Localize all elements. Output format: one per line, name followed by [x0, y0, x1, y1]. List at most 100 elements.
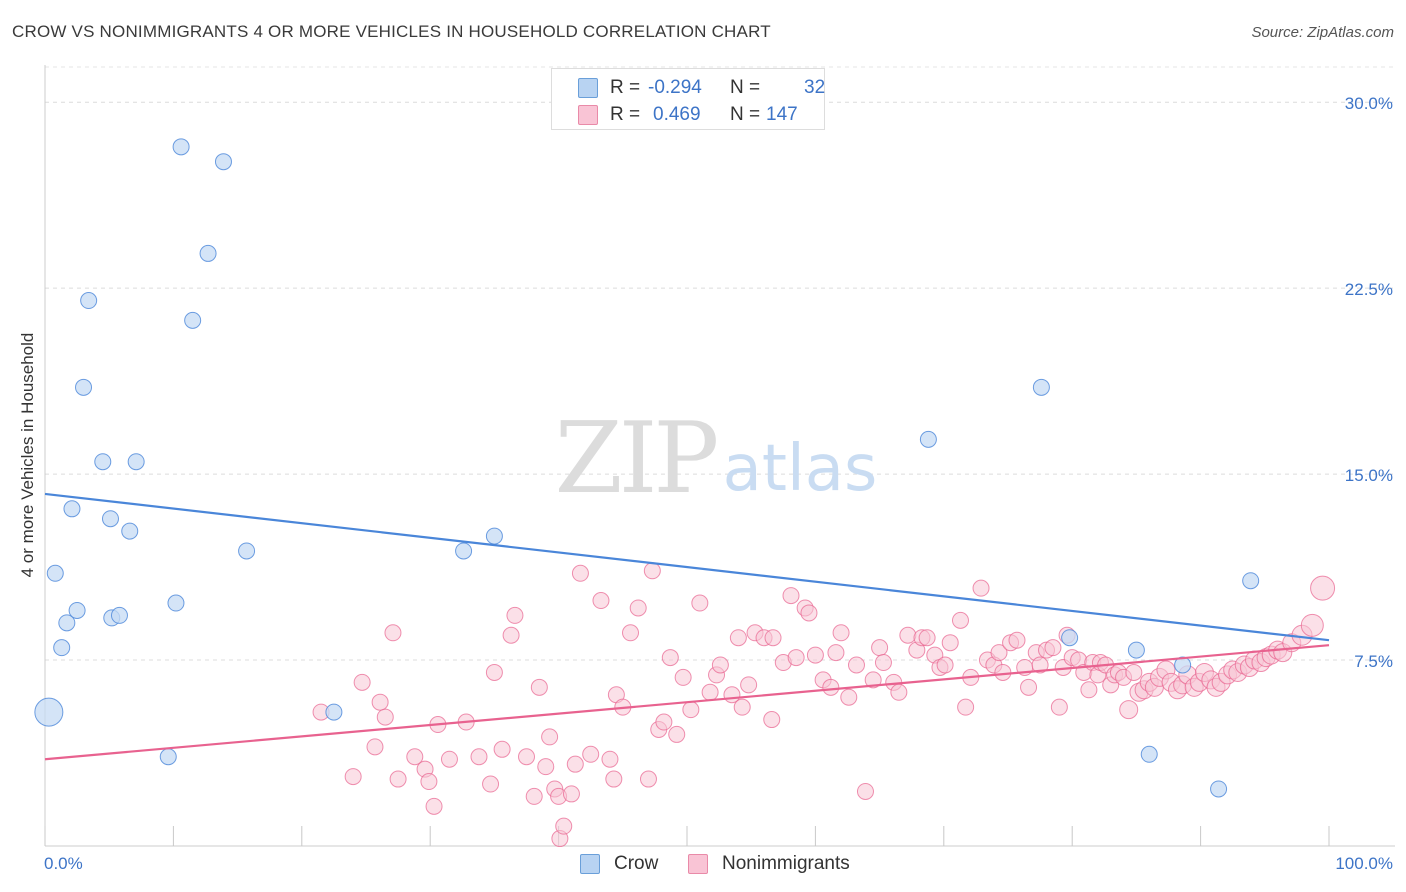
nonimmigrants-swatch [578, 105, 598, 125]
crow-point [1210, 780, 1228, 798]
nonimmigrants-point [856, 782, 874, 800]
nonimmigrants-point [1020, 678, 1038, 696]
nonimmigrants-point [485, 663, 503, 681]
axes [44, 65, 1395, 847]
nonimmigrants-point [639, 770, 657, 788]
nonimmigrants-point [555, 817, 573, 835]
crow-point [58, 614, 76, 632]
crow-point [46, 564, 64, 582]
y-tick-label: 15.0% [1345, 466, 1393, 485]
nonimmigrants-point [800, 604, 818, 622]
nonimmigrants-point [605, 770, 623, 788]
y-tick-label: 30.0% [1345, 94, 1393, 113]
crow-point [75, 378, 93, 396]
y-tick-label: 7.5% [1354, 652, 1393, 671]
trend-lines [44, 492, 1330, 761]
crow-point [1242, 572, 1260, 590]
nonimmigrants-point [389, 770, 407, 788]
nonimmigrants-point [941, 634, 959, 652]
nonimmigrants-point [571, 564, 589, 582]
crow-point [184, 311, 202, 329]
crow-point [68, 601, 86, 619]
nonimmigrants-point [890, 683, 908, 701]
crow-point [238, 542, 256, 560]
nonimmigrants-point [376, 708, 394, 726]
nonimmigrants-point [493, 740, 511, 758]
nonimmigrants-point [936, 656, 954, 674]
nonimmigrants-point [874, 654, 892, 672]
nonimmigrants-point [482, 775, 500, 793]
nonimmigrants-point [629, 599, 647, 617]
nonimmigrants-point [763, 711, 781, 729]
nonimmigrants-point [668, 725, 686, 743]
nonimmigrants-point [827, 644, 845, 662]
crow-point [94, 453, 112, 471]
nonimmigrants-point [1080, 681, 1098, 699]
nonimmigrants-point [806, 646, 824, 664]
nonimmigrants-point [674, 668, 692, 686]
nonimmigrants-point [592, 592, 610, 610]
nonimmigrants-point [1050, 698, 1068, 716]
nonimmigrants-point [344, 768, 362, 786]
nonimmigrants-point [1008, 631, 1026, 649]
nonimmigrants-legend-swatch [688, 854, 708, 874]
watermark-zip: ZIP [555, 402, 717, 516]
nonimmigrants-point [406, 748, 424, 766]
correlation-legend: R = -0.294 N = 32 R = 0.469 N = 147 [551, 68, 825, 130]
n-value: 32 [804, 77, 826, 98]
nonimmigrants-point [864, 671, 882, 689]
nonimmigrants-point [661, 649, 679, 667]
crow-point [485, 527, 503, 545]
nonimmigrants-point [957, 698, 975, 716]
nonimmigrants-point [729, 629, 747, 647]
crow-point [167, 594, 185, 612]
nonimmigrants-point [822, 678, 840, 696]
nonimmigrants-point [371, 693, 389, 711]
crow-point [1061, 629, 1079, 647]
nonimmigrants-point [682, 701, 700, 719]
r-value: 0.469 [653, 104, 701, 125]
crow-point [121, 522, 139, 540]
nonimmigrants-point [518, 748, 535, 766]
nonimmigrants-point [918, 629, 936, 647]
nonimmigrants-point [1031, 656, 1049, 674]
nonimmigrants-point [643, 562, 661, 580]
crow-point [101, 510, 119, 528]
nonimmigrants-point [440, 750, 458, 768]
crow-point [1140, 745, 1158, 763]
nonimmigrants-point [691, 594, 709, 612]
nonimmigrants-point [537, 758, 555, 776]
crow-point [1174, 656, 1192, 674]
nonimmigrants-point [1125, 663, 1143, 681]
nonimmigrants-point [562, 785, 580, 803]
watermark: ZIP atlas [555, 402, 878, 516]
crow-point [53, 639, 71, 657]
nonimmigrants-point [871, 639, 889, 657]
x-tick-label: 0.0% [44, 854, 83, 873]
crow-point [63, 500, 81, 518]
nonimmigrants-trend-line [44, 644, 1330, 761]
nonimmigrants-point [972, 579, 990, 597]
chart-title: CROW VS NONIMMIGRANTS 4 OR MORE VEHICLES… [12, 22, 771, 41]
source-label: Source: ZipAtlas.com [1251, 24, 1394, 41]
series-nonimmigrants [312, 562, 1336, 848]
nonimmigrants-point [525, 787, 543, 805]
crow-swatch [578, 78, 598, 98]
crow-point [455, 542, 473, 560]
nonimmigrants-legend-label: Nonimmigrants [722, 853, 850, 874]
crow-point [1032, 378, 1050, 396]
nonimmigrants-point [782, 587, 800, 605]
legend-row-nonimmigrants: R = 0.469 N = 147 [552, 101, 824, 128]
nonimmigrants-point [541, 728, 559, 746]
x-tick-label: 100.0% [1335, 854, 1393, 873]
crow-point [172, 138, 190, 156]
nonimmigrants-point [840, 688, 858, 706]
crow-point [1127, 641, 1145, 659]
nonimmigrants-point [470, 748, 488, 766]
r-value: -0.294 [648, 77, 702, 98]
r-label: R = [610, 104, 641, 125]
crow-point [919, 430, 937, 448]
watermark-atlas: atlas [723, 432, 878, 506]
y-axis-label: 4 or more Vehicles in Household [18, 332, 37, 578]
